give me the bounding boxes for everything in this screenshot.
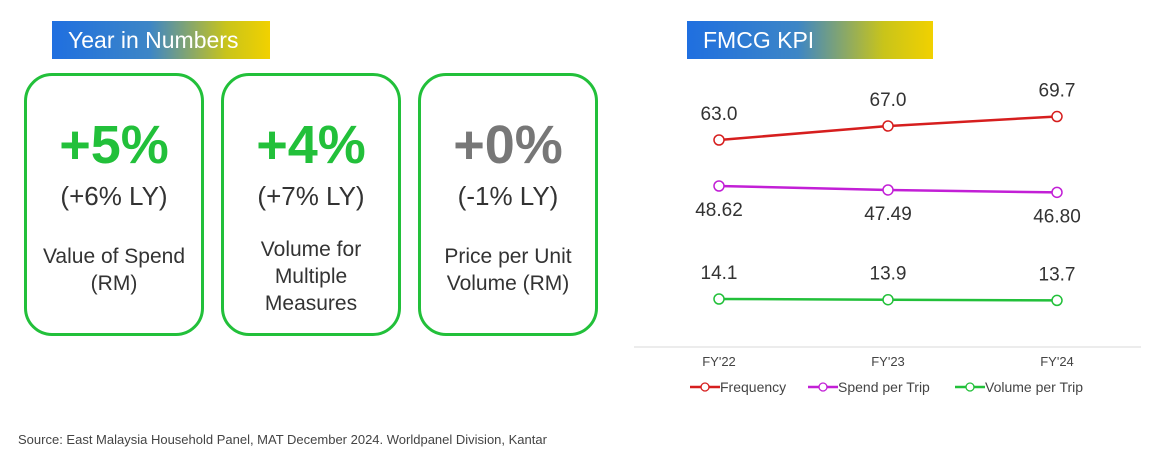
data-label-volume-per-trip: 13.7 <box>1039 264 1076 285</box>
data-point-volume-per-trip <box>882 293 894 306</box>
x-tick-label: FY'23 <box>871 354 905 369</box>
data-point-frequency <box>882 120 894 132</box>
data-point-spend-per-trip <box>882 184 894 196</box>
data-point-spend-per-trip <box>713 180 725 192</box>
kpi-label-line: Multiple <box>274 265 348 288</box>
kpi-label-line: Volume for <box>260 238 362 261</box>
data-point-frequency <box>713 134 725 146</box>
source-note: Source: East Malaysia Household Panel, M… <box>18 432 547 447</box>
x-tick-label: FY'24 <box>1040 354 1074 369</box>
fmcg-kpi-banner: FMCG KPI Measures <box>687 21 933 91</box>
kpi-label-line: Volume (RM) <box>446 272 570 295</box>
data-label-frequency: 67.0 <box>870 90 907 111</box>
x-tick-label: FY'22 <box>702 354 736 369</box>
year-in-numbers-banner: Year in Numbers <box>52 21 270 59</box>
kpi-change-value: +0% <box>453 115 563 175</box>
legend-marker-spend-per-trip <box>818 382 828 392</box>
kpi-card-volume: +4% (+7% LY) Volume for Multiple Measure… <box>221 73 401 336</box>
data-label-spend-per-trip: 48.62 <box>695 200 743 221</box>
data-label-volume-per-trip: 14.1 <box>701 263 738 284</box>
kpi-card-price-per-unit: +0% (-1% LY) Price per Unit Volume (RM) <box>418 73 598 336</box>
kpi-label-line: Price per Unit <box>444 245 572 268</box>
kpi-change-value: +4% <box>256 115 366 175</box>
data-point-volume-per-trip <box>713 293 725 305</box>
legend-label-frequency: Frequency <box>720 379 786 395</box>
kpi-label-line: (RM) <box>90 272 138 295</box>
legend-label-volume-per-trip: Volume per Trip <box>985 379 1083 395</box>
data-point-frequency <box>1051 110 1063 123</box>
kpi-last-year-value: (+6% LY) <box>60 181 168 211</box>
kpi-last-year-value: (-1% LY) <box>457 181 559 211</box>
data-label-frequency: 69.7 <box>1039 81 1076 102</box>
legend-label-spend-per-trip: Spend per Trip <box>838 379 930 395</box>
data-label-frequency: 63.0 <box>701 104 738 125</box>
data-point-spend-per-trip <box>1051 186 1063 199</box>
kpi-label-line: Value of Spend <box>42 245 186 268</box>
data-point-volume-per-trip <box>1051 294 1063 307</box>
data-label-volume-per-trip: 13.9 <box>870 264 907 285</box>
data-label-spend-per-trip: 46.80 <box>1033 206 1081 227</box>
kpi-last-year-value: (+7% LY) <box>257 181 365 211</box>
kpi-card-value-of-spend: +5% (+6% LY) Value of Spend (RM) <box>24 73 204 336</box>
legend-marker-frequency <box>700 382 710 392</box>
legend-marker-volume-per-trip <box>965 382 975 392</box>
data-label-spend-per-trip: 47.49 <box>864 204 912 225</box>
kpi-label-line: Measures <box>264 292 358 315</box>
kpi-change-value: +5% <box>59 115 169 175</box>
